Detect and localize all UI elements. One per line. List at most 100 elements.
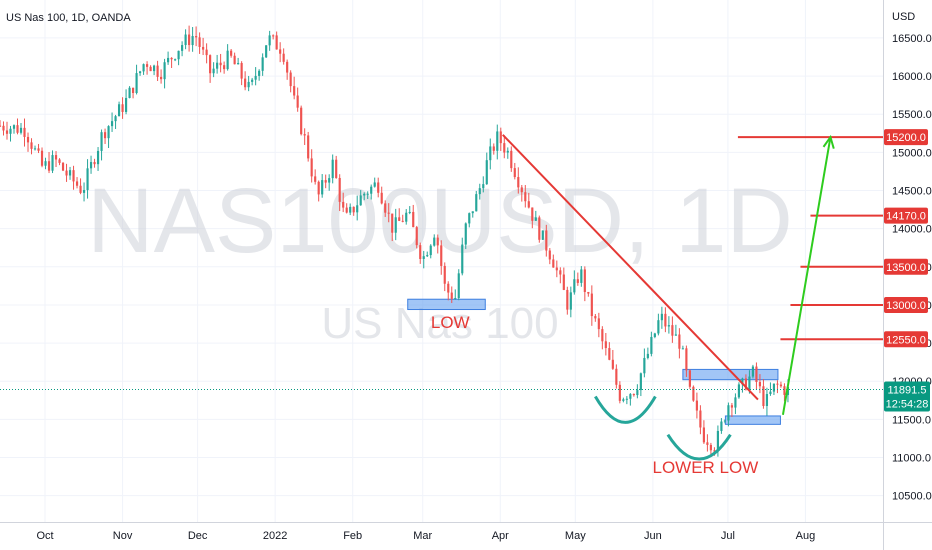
candle-body [279,49,282,54]
candle-body [643,357,646,374]
candle-body [328,178,331,183]
y-tick-label: 14500.0 [892,186,932,198]
candle-body [9,128,12,134]
candle-body [604,341,607,349]
y-tick-label: 16000.0 [892,71,932,83]
candle-body [513,168,516,178]
candle-body [387,212,390,214]
candle-body [163,62,166,80]
candle-body [464,223,467,245]
candle-body [128,87,131,98]
x-tick-label: Jul [721,530,735,542]
candle-body [65,170,68,176]
candle-body [608,348,611,360]
candle-body [75,181,79,186]
candle-body [534,217,537,221]
y-tick-label: 15500.0 [892,109,932,121]
candle-body [573,279,576,293]
candle-body [219,62,222,66]
candle-body [471,211,474,214]
candle-body [121,104,124,112]
candle-body [244,78,247,88]
target-price-tag-label: 12550.0 [886,334,926,346]
current-price-tag [884,381,930,412]
forecast-arrow-line[interactable] [781,136,832,415]
candle-body [447,283,450,293]
candle-body [247,81,250,88]
candle-body [426,255,429,257]
target-price-tag-label: 15200.0 [886,132,926,144]
candle-body [398,217,401,221]
x-tick-label: Mar [413,530,432,542]
candle-body [233,55,236,65]
candle-body [138,71,142,74]
candle-body [209,55,212,74]
candle-body [254,75,257,80]
candle-body [594,316,597,319]
candle-body [93,162,96,165]
candle-body [779,384,783,387]
candle-body [569,292,572,310]
watermark: NAS100USD, 1D US Nas 100 [87,170,793,348]
cup-curve [594,395,657,424]
candle-body [772,383,776,392]
target-price-tag [884,207,928,224]
candle-body [611,359,614,369]
candle-body [240,63,243,79]
y-tick-label: 14000.0 [892,224,932,236]
candle-body [667,325,670,327]
zones [407,298,781,425]
candle-body [580,269,583,283]
candle-body [342,201,345,208]
candle-body [359,195,362,206]
candle-body [541,230,544,240]
candle-body [258,70,261,76]
candle-body [324,180,327,183]
candle-body [650,336,653,354]
candle-body [730,405,734,408]
candle-body [2,125,5,131]
candle-body [618,384,621,401]
candle-body [68,170,72,176]
candle-body [436,237,439,246]
candle-body [510,150,513,169]
candle-body [212,68,215,74]
candle-body [153,65,156,72]
candle-body [335,159,338,178]
candle-body [475,194,478,212]
watermark-symbol: NAS100USD, 1D [87,170,793,272]
candle-body [170,57,173,60]
candle-body [405,212,408,222]
candle-body [181,45,184,51]
candle-body [415,227,418,246]
candle-body [419,245,422,259]
candle-body [0,125,2,127]
candle-body [429,245,432,256]
candle-body [377,182,380,193]
candle-body [394,217,397,233]
grid [0,0,883,522]
candle-body [713,450,716,452]
candle-body [699,410,702,428]
candle-body [5,130,9,134]
candle-body [380,192,383,204]
candle-body [321,180,324,195]
candle-body [440,245,443,266]
downtrend-line[interactable] [502,134,759,401]
candle-body [251,79,254,82]
candle-body [135,73,138,94]
candle-body [391,213,394,233]
candle-body [191,36,194,46]
candle-body [338,177,341,202]
candle-body [492,146,495,151]
time-axis[interactable]: Oct Nov Dec 2022 Feb Mar Apr May Jun Jul Aug [36,530,815,542]
candle-body [762,386,765,406]
target-price-tag-label: 14170.0 [886,211,926,223]
x-tick-label: 2022 [263,530,287,542]
candle-body [657,320,660,334]
candle-body [692,386,695,401]
candle-body [674,334,677,336]
candle-body [468,213,471,224]
candle-body [205,49,208,56]
